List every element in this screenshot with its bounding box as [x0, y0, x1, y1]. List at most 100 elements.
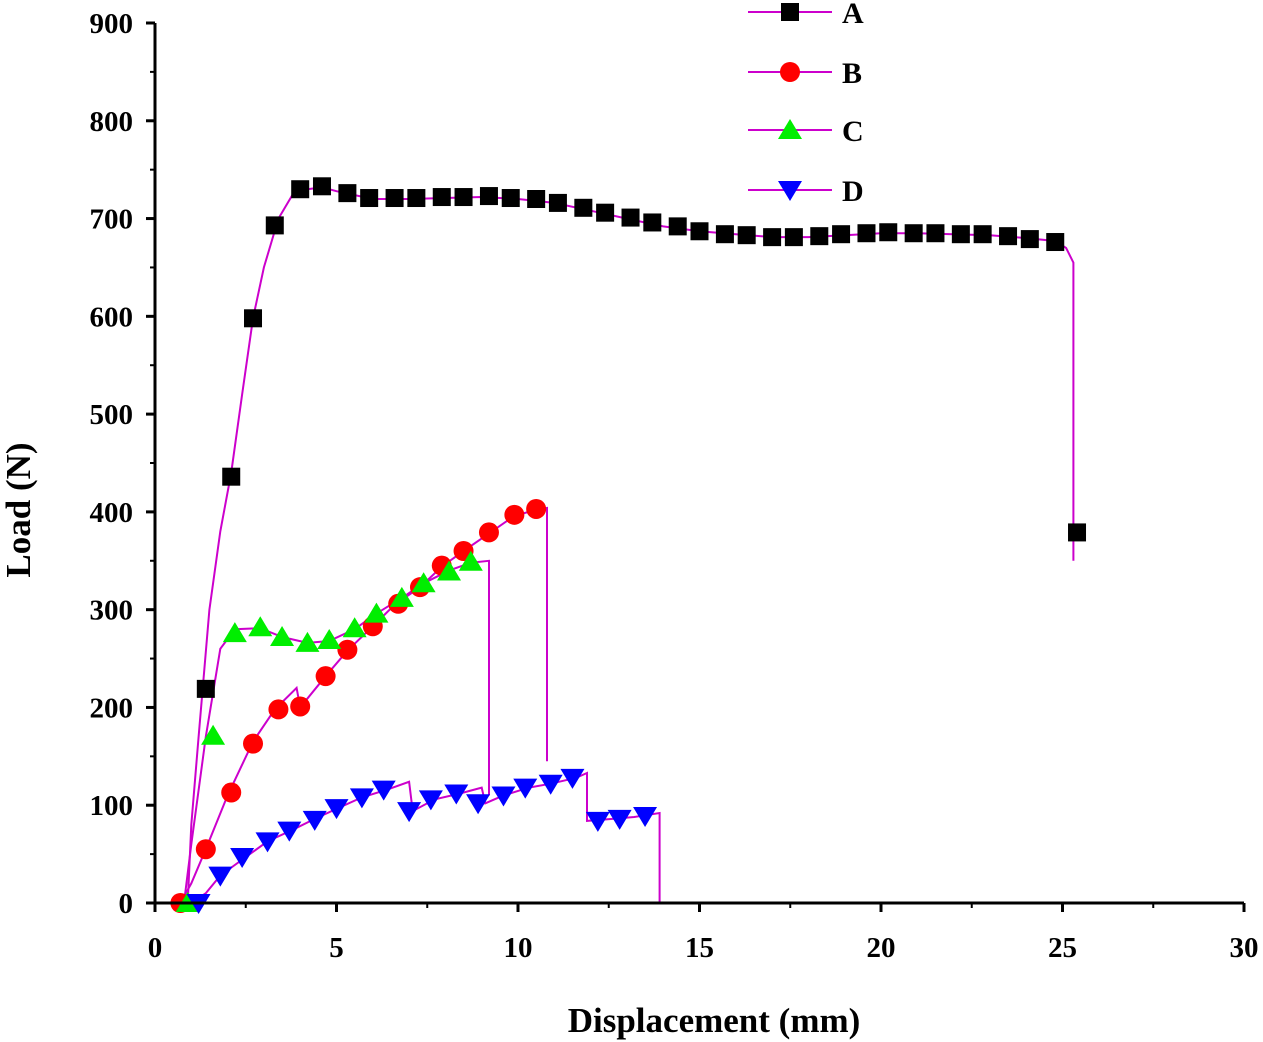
series-a-point-27: [832, 225, 851, 244]
series-b-point-7: [337, 639, 358, 660]
series-a-point-25: [784, 228, 803, 247]
series-c-point-11: [437, 560, 462, 581]
axes: [153, 23, 1244, 905]
series-a-point-33: [973, 225, 992, 244]
series-a-point-0: [196, 679, 215, 698]
series-d-point-11: [444, 784, 469, 805]
series-d-point-10: [418, 790, 443, 811]
series-c-point-12: [458, 550, 483, 571]
y-tick-label: 700: [90, 204, 134, 236]
series-a-point-4: [291, 180, 310, 199]
x-tick-label: 0: [148, 932, 163, 964]
x-tick-label: 30: [1230, 932, 1259, 964]
y-tick-label: 300: [90, 595, 134, 627]
series-c-point-1: [201, 724, 226, 745]
series-b-point-14: [504, 504, 525, 525]
series-a-point-12: [479, 187, 498, 206]
series-a-line: [186, 186, 1075, 904]
x-axis-title: Displacement (mm): [568, 1001, 861, 1040]
series-a-point-28: [857, 224, 876, 243]
x-tick-label: 25: [1048, 932, 1077, 964]
x-tick-label: 20: [867, 932, 896, 964]
legend-a-label: A: [842, 0, 864, 30]
y-axis-title: Load (N): [0, 442, 38, 577]
series-a-point-21: [690, 222, 709, 241]
series-markers: [170, 177, 1087, 914]
series-a-point-26: [810, 227, 829, 246]
series-a-point-10: [432, 188, 451, 207]
series-d-point-4: [277, 821, 302, 842]
series-b-point-2: [221, 782, 242, 803]
series-a-point-24: [763, 228, 782, 247]
series-d-point-5: [302, 810, 327, 831]
series-a-point-19: [643, 213, 662, 232]
series-a-point-17: [596, 203, 615, 222]
series-b-point-15: [526, 498, 547, 519]
series-c-point-6: [317, 628, 342, 649]
series-d-point-17: [585, 811, 610, 832]
x-tick-label: 15: [685, 932, 714, 964]
series-a-point-35: [1020, 230, 1039, 249]
series-b-point-4: [268, 699, 289, 720]
series-a-point-15: [548, 193, 567, 212]
series-c-point-4: [270, 626, 295, 647]
series-c-point-3: [248, 616, 273, 637]
series-b-point-3: [243, 733, 264, 754]
series-a-point-5: [312, 177, 331, 196]
series-d-point-3: [255, 832, 280, 853]
series-a-point-18: [621, 208, 640, 227]
series-b-point-1: [195, 839, 216, 860]
y-tick-label: 100: [90, 790, 134, 822]
series-d-point-7: [349, 788, 374, 809]
series-a-point-20: [668, 217, 687, 236]
legend-b-marker: [780, 62, 800, 82]
series-a-point-7: [360, 189, 379, 208]
series-c-point-2: [222, 622, 247, 643]
legend-a-marker: [781, 3, 799, 21]
x-tick-label: 5: [329, 932, 344, 964]
series-b-point-6: [315, 666, 336, 687]
series-a-point-23: [737, 226, 756, 245]
y-tick-label: 0: [119, 888, 134, 920]
series-d-point-8: [371, 780, 396, 801]
series-a-point-34: [999, 227, 1018, 246]
series-d-point-19: [633, 806, 658, 827]
series-a-point-9: [407, 189, 426, 208]
series-a-point-31: [926, 224, 945, 243]
y-tick-label: 500: [90, 399, 134, 431]
series-c-point-8: [364, 602, 389, 623]
x-tick-label: 10: [504, 932, 533, 964]
series-a-point-3: [265, 216, 284, 235]
y-tick-label: 600: [90, 301, 134, 333]
y-tick-label: 400: [90, 497, 134, 529]
y-tick-label: 200: [90, 692, 134, 724]
series-d-point-14: [513, 778, 538, 799]
series-c-point-5: [295, 631, 320, 652]
series-a-point-14: [527, 190, 546, 208]
legend-d-marker: [778, 181, 802, 201]
series-d-point-13: [491, 786, 516, 807]
series-a-point-8: [385, 189, 404, 208]
series-d-point-15: [538, 774, 563, 795]
series-d-point-2: [230, 848, 255, 869]
series-a-point-36: [1046, 233, 1065, 252]
series-b-point-13: [478, 522, 499, 543]
series-a-point-13: [501, 189, 520, 208]
series-d-point-9: [397, 802, 422, 823]
series-a-point-2: [244, 309, 263, 328]
series-a-point-1: [222, 467, 241, 486]
series-a-point-37: [1068, 523, 1087, 542]
series-a-point-16: [574, 198, 593, 217]
legend-d-label: D: [842, 175, 864, 208]
series-d-point-6: [324, 799, 349, 820]
legend-b-label: B: [842, 57, 862, 90]
y-tick-label: 800: [90, 106, 134, 138]
series-a-point-6: [338, 184, 357, 203]
series-b-line: [179, 506, 548, 904]
series-d-point-16: [560, 768, 585, 789]
series-c-point-9: [389, 586, 414, 607]
series-d-point-1: [208, 866, 233, 887]
series-b-point-5: [290, 696, 311, 717]
